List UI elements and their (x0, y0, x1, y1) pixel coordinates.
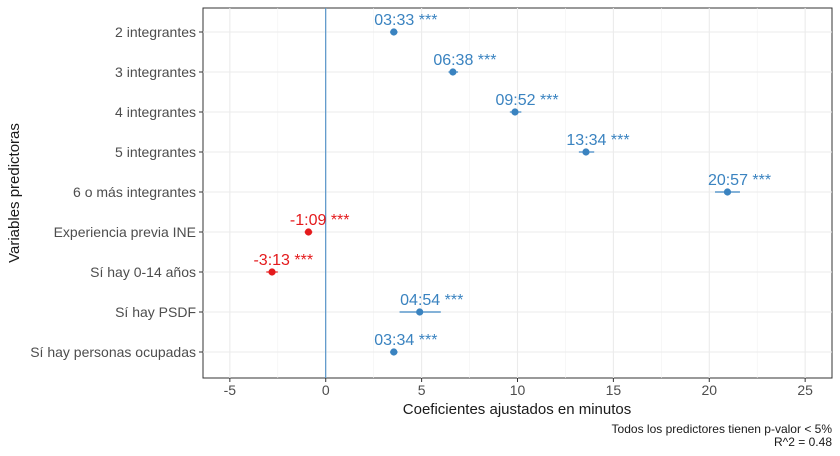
y-tick-label: Sí hay PSDF (115, 304, 196, 320)
x-tick-label: 0 (322, 382, 330, 398)
coefficient-point (723, 188, 732, 196)
y-tick-label: Sí hay 0-14 años (90, 264, 196, 280)
y-tick-label: 6 o más integrantes (73, 184, 196, 200)
coefficient-point (390, 28, 398, 36)
value-label: -1:09 *** (290, 212, 350, 229)
x-tick-label: 25 (797, 382, 813, 398)
caption-line-2: R^2 = 0.48 (774, 435, 832, 449)
grid (203, 8, 832, 378)
value-label: 03:34 *** (374, 332, 437, 349)
value-label: 09:52 *** (495, 92, 558, 109)
coefficient-point (511, 108, 519, 116)
x-tick-label: 20 (701, 382, 717, 398)
y-tick-label: 3 integrantes (115, 64, 196, 80)
value-label: 13:34 *** (566, 132, 629, 149)
y-tick-label: Sí hay personas ocupadas (30, 344, 196, 360)
x-tick-label: -5 (224, 382, 237, 398)
value-label: 06:38 *** (433, 52, 496, 69)
value-label: 20:57 *** (708, 172, 771, 189)
coefficient-point (304, 228, 313, 236)
x-tick-label: 5 (418, 382, 426, 398)
coefficient-point (449, 68, 457, 76)
x-tick-label: 10 (510, 382, 526, 398)
value-label: 04:54 *** (400, 292, 463, 309)
data-marks: 03:33 *** 06:38 *** 09:52 *** 13:34 *** 20:5… (253, 12, 771, 356)
y-tick-label: 5 integrantes (115, 144, 196, 160)
x-tick-label: 15 (606, 382, 622, 398)
coefficient-point (416, 308, 424, 316)
value-label: -3:13 *** (253, 252, 313, 269)
coefficient-point (390, 348, 398, 356)
x-tick-labels: -5 0 5 10 15 20 25 (224, 378, 813, 398)
value-label: 03:33 *** (374, 12, 437, 29)
coefficient-point (582, 148, 590, 156)
y-tick-label: Experiencia previa INE (54, 224, 196, 240)
y-tick-label: 2 integrantes (115, 24, 196, 40)
y-tick-label: 4 integrantes (115, 104, 196, 120)
caption-line-1: Todos los predictores tienen p-valor < 5… (612, 422, 833, 436)
coefficient-point (268, 268, 276, 276)
x-axis-title: Coeficientes ajustados en minutos (403, 401, 631, 418)
y-tick-labels: 2 integrantes 3 integrantes 4 integrantes 5… (30, 24, 203, 360)
y-axis-title: Variables predictoras (6, 123, 23, 263)
